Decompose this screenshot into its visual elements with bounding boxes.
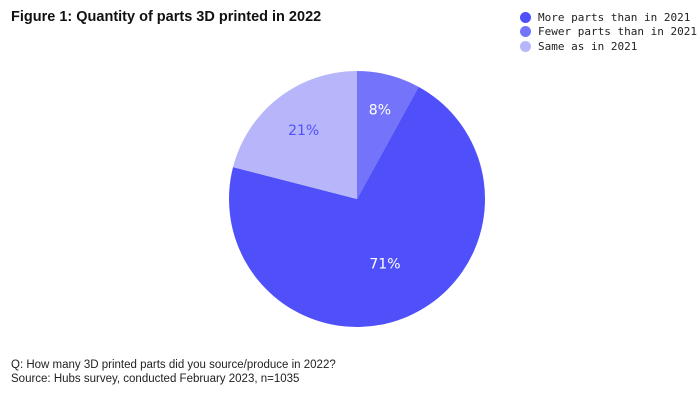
legend: More parts than in 2021 Fewer parts than… (520, 10, 697, 54)
pie-slice-label-1: 71% (369, 257, 400, 273)
pie-slice-2 (233, 71, 357, 199)
pie-slice-label-2: 21% (288, 123, 319, 139)
legend-swatch-fewer (520, 26, 531, 38)
legend-label-more: More parts than in 2021 (538, 10, 691, 24)
legend-label-same: Same as in 2021 (538, 39, 638, 53)
legend-item-fewer: Fewer parts than in 2021 (520, 25, 697, 40)
chart-footer: Q: How many 3D printed parts did you sou… (11, 358, 336, 386)
source-note: Source: Hubs survey, conducted February … (11, 373, 300, 385)
legend-swatch-more (520, 11, 531, 23)
legend-swatch-same (520, 40, 531, 52)
pie-slice-0 (357, 71, 419, 199)
legend-item-more: More parts than in 2021 (520, 10, 697, 25)
pie-slice-1 (228, 86, 485, 328)
legend-item-same: Same as in 2021 (520, 39, 697, 54)
chart-title: Figure 1: Quantity of parts 3D printed i… (11, 9, 322, 25)
pie-slice-label-0: 8% (369, 103, 391, 119)
survey-question: Q: How many 3D printed parts did you sou… (11, 359, 336, 371)
legend-label-fewer: Fewer parts than in 2021 (538, 25, 697, 39)
